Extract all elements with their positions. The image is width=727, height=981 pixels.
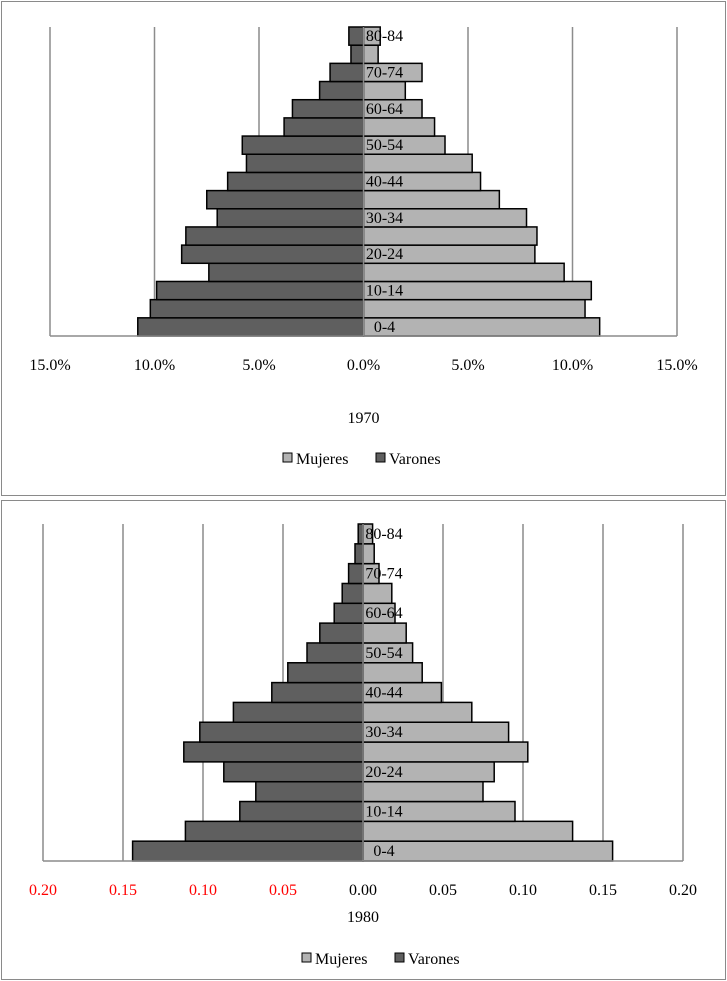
bar-mujeres-25-29 — [362, 226, 538, 246]
bar-mujeres-55-59 — [362, 622, 407, 644]
chart-1970-panel: 80-84 70-74 60-64 50-54 40-44 30-34 20-24 10-14… — [1, 1, 726, 496]
bar-mujeres-65-69 — [362, 80, 407, 101]
x-tick-label: 0.05 — [269, 882, 297, 899]
bar-varones-70-74 — [347, 562, 364, 585]
bar-mujeres-25-29 — [362, 741, 529, 763]
bar-mujeres-65-69 — [362, 582, 393, 605]
bar-varones-70-74 — [329, 62, 365, 83]
legend-swatch-mujeres — [282, 452, 293, 463]
bar-varones-30-34 — [216, 208, 365, 228]
bar-varones-30-34 — [199, 721, 364, 743]
bar-mujeres-15-19 — [362, 780, 484, 803]
bar-mujeres-45-49 — [362, 153, 473, 174]
category-tick-label: 50-54 — [365, 645, 402, 662]
bar-mujeres-35-39 — [362, 701, 473, 723]
bar-varones-15-19 — [255, 780, 364, 803]
x-tick-label: 0.15 — [109, 882, 137, 899]
bar-varones-60-64 — [333, 602, 364, 624]
category-tick-label: 0-4 — [373, 843, 394, 860]
bar-varones-55-59 — [283, 117, 365, 137]
category-tick-label: 60-64 — [366, 101, 403, 118]
category-tick-label: 20-24 — [365, 764, 402, 781]
category-tick-label: 0-4 — [374, 319, 395, 336]
bar-varones-75-79 — [354, 543, 364, 565]
chart-1980: 80-84 70-74 60-64 50-54 40-44 30-34 20-24 10-14… — [29, 523, 697, 968]
bar-varones-50-54 — [306, 642, 364, 664]
bar-varones-5-9 — [184, 820, 364, 842]
bar-varones-25-29 — [185, 226, 365, 246]
bar-varones-35-39 — [206, 189, 365, 210]
bar-varones-40-44 — [226, 171, 365, 192]
x-tick-label: 0.05 — [429, 882, 457, 899]
x-tick-label: 0.00 — [349, 882, 377, 899]
category-tick-label: 40-44 — [366, 174, 403, 191]
bar-varones-75-79 — [350, 44, 365, 65]
chart-1970: 80-84 70-74 60-64 50-54 40-44 30-34 20-24 10-14… — [29, 26, 698, 468]
bar-mujeres-75-79 — [362, 543, 375, 565]
bar-varones-20-24 — [223, 761, 364, 783]
bar-mujeres-5-9 — [362, 820, 574, 842]
bar-varones-20-24 — [180, 244, 365, 265]
bar-varones-80-84 — [348, 26, 365, 46]
legend-swatch-varones — [375, 452, 386, 463]
bar-varones-5-9 — [149, 298, 365, 319]
bar-varones-55-59 — [319, 622, 364, 644]
category-tick-label: 60-64 — [365, 605, 402, 622]
legend-label-varones: Varones — [408, 951, 460, 968]
legend-label-varones: Varones — [389, 451, 441, 468]
bar-varones-60-64 — [291, 98, 365, 119]
bar-varones-45-49 — [287, 662, 364, 684]
x-tick-label: 0.15 — [589, 882, 617, 899]
x-tick-label: 15.0% — [656, 357, 697, 374]
category-tick-label: 20-24 — [366, 246, 403, 263]
bar-mujeres-15-19 — [362, 262, 565, 283]
category-tick-label: 40-44 — [365, 685, 402, 702]
bar-varones-15-19 — [208, 262, 365, 283]
category-tick-label: 80-84 — [365, 526, 402, 543]
bar-varones-25-29 — [183, 741, 364, 763]
category-tick-label: 10-14 — [366, 283, 403, 300]
bar-mujeres-45-49 — [362, 662, 423, 684]
x-tick-label: 5.0% — [242, 357, 275, 374]
category-tick-label: 70-74 — [365, 566, 402, 583]
bar-varones-35-39 — [232, 701, 364, 723]
bar-varones-0-4 — [131, 840, 364, 862]
bar-varones-65-69 — [318, 80, 365, 101]
bar-mujeres-55-59 — [362, 117, 436, 137]
chart-1980-panel: 80-84 70-74 60-64 50-54 40-44 30-34 20-24 10-14… — [1, 500, 726, 980]
bar-varones-40-44 — [271, 681, 364, 704]
x-tick-label: 5.0% — [451, 357, 484, 374]
x-tick-label: 0.10 — [189, 882, 217, 899]
chart-title: 1980 — [347, 909, 379, 926]
category-tick-label: 30-34 — [365, 724, 402, 741]
x-tick-label: 0.20 — [29, 882, 57, 899]
bar-varones-0-4 — [137, 317, 365, 337]
x-tick-label: 0.20 — [669, 882, 697, 899]
bar-mujeres-75-79 — [362, 44, 379, 65]
bar-mujeres-0-4 — [362, 840, 614, 862]
bar-varones-65-69 — [341, 582, 364, 605]
bar-mujeres-35-39 — [362, 189, 501, 210]
x-tick-label: 0.10 — [509, 882, 537, 899]
category-tick-label: 10-14 — [365, 803, 402, 820]
legend-swatch-varones — [394, 952, 405, 963]
bar-mujeres-5-9 — [362, 298, 586, 319]
bar-varones-10-14 — [239, 800, 364, 823]
chart-title: 1970 — [348, 410, 380, 427]
legend-label-mujeres: Mujeres — [296, 451, 348, 468]
bar-varones-45-49 — [245, 153, 365, 174]
category-tick-label: 30-34 — [366, 210, 403, 227]
category-tick-label: 80-84 — [366, 28, 403, 45]
legend-label-mujeres: Mujeres — [315, 951, 367, 968]
x-tick-label: 10.0% — [134, 357, 175, 374]
legend-swatch-mujeres — [301, 952, 312, 963]
x-tick-label: 10.0% — [552, 357, 593, 374]
category-tick-label: 70-74 — [366, 64, 403, 81]
bar-mujeres-0-4 — [362, 317, 601, 337]
category-tick-label: 50-54 — [366, 137, 403, 154]
x-tick-label: 15.0% — [29, 357, 70, 374]
x-tick-label: 0.0% — [347, 357, 380, 374]
bar-varones-10-14 — [155, 280, 365, 301]
bar-varones-50-54 — [241, 135, 365, 155]
